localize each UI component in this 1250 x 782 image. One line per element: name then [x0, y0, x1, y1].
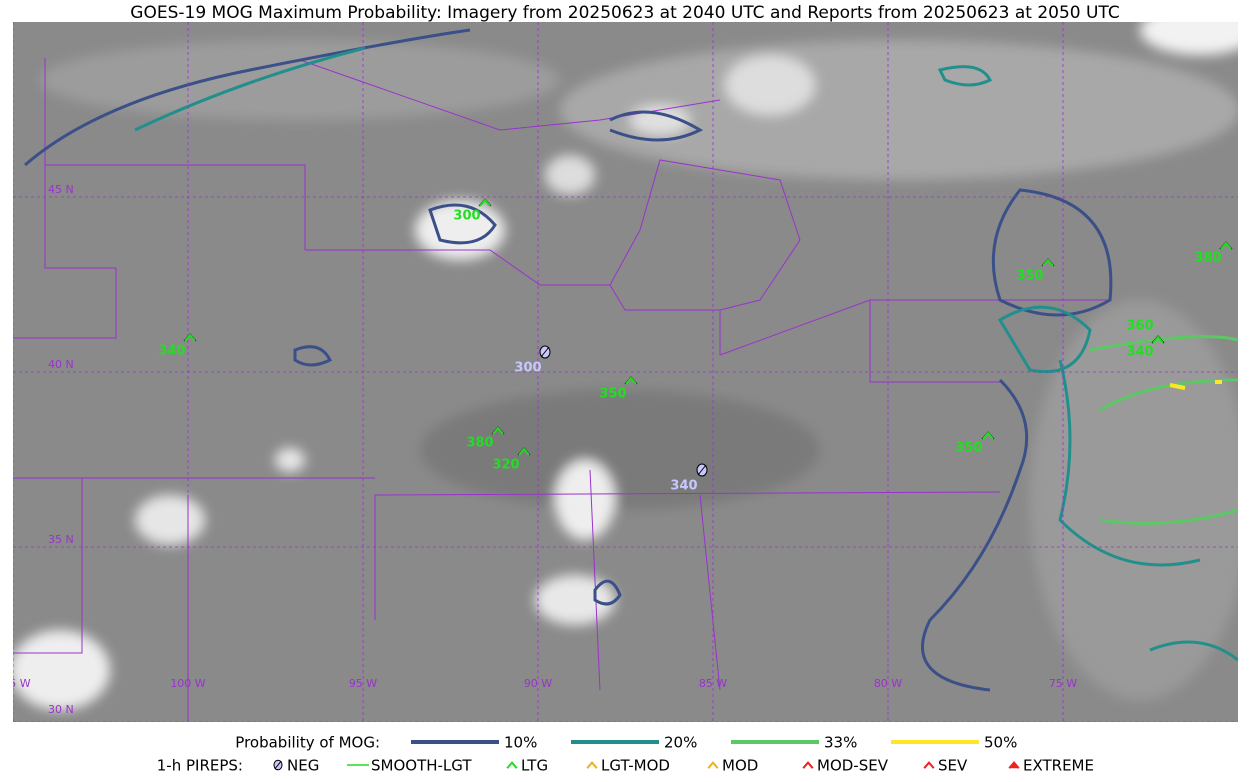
- turbulence-marker: [1008, 761, 1020, 769]
- turbulence-marker: [707, 761, 719, 769]
- legend-item: 33%: [824, 734, 857, 752]
- longitude-label: 85 W: [699, 677, 727, 690]
- pirep-altitude: 350: [955, 441, 982, 456]
- longitude-label: 90 W: [524, 677, 552, 690]
- boundaries: [13, 58, 1110, 722]
- turbulence-marker-inner: [1152, 335, 1164, 344]
- turbulence-marker-inner: [184, 333, 196, 342]
- pirep-altitude: 350: [1016, 269, 1043, 284]
- pirep-altitude: 360: [1126, 319, 1153, 334]
- turbulence-marker-inner: [479, 198, 491, 207]
- map: 45 N 40 N 35 N 30 N 105 W 100 W 95 W 90 W 85 W 80…: [0, 22, 1238, 722]
- pirep-altitude: 300: [453, 209, 480, 224]
- turbulence-marker-inner: [1042, 258, 1054, 267]
- legend-item: NEG: [287, 757, 319, 775]
- legend-item: EXTREME: [1023, 757, 1094, 775]
- turbulence-marker-inner: [492, 426, 504, 435]
- turbulence-marker-inner: [982, 431, 994, 440]
- legend-item: 20%: [664, 734, 697, 752]
- legend-item: SMOOTH-LGT: [371, 757, 472, 775]
- pirep-altitude: 340: [1126, 345, 1153, 360]
- longitude-label: 75 W: [1049, 677, 1077, 690]
- pirep-altitude: 340: [670, 479, 697, 494]
- longitude-label: 80 W: [874, 677, 902, 690]
- pirep-altitude: 320: [492, 458, 519, 473]
- pirep-altitude: 340: [158, 344, 185, 359]
- legend-item: LGT-MOD: [601, 757, 670, 775]
- pireps: 300 340 300 350 380 320 340 350 350 380 360 340: [158, 198, 1233, 494]
- pirep-altitude: 380: [466, 436, 493, 451]
- imagery: [13, 22, 1238, 710]
- contours: [24, 28, 1238, 692]
- neg-slash: [274, 760, 282, 770]
- legend-item: MOD: [722, 757, 758, 775]
- longitude-label: 95 W: [349, 677, 377, 690]
- turbulence-marker: [506, 761, 518, 769]
- neg-slash: [697, 464, 707, 476]
- turbulence-marker-inner: [518, 447, 530, 456]
- longitude-label: 105 W: [0, 677, 31, 690]
- latitude-label: 40 N: [48, 358, 74, 371]
- legend-label: Probability of MOG:: [235, 734, 380, 752]
- legend-label: 1-h PIREPS:: [157, 757, 243, 775]
- title: GOES-19 MOG Maximum Probability: Imagery…: [130, 3, 1119, 23]
- turbulence-marker: [586, 761, 598, 769]
- longitude-label: 100 W: [170, 677, 205, 690]
- legend-item: MOD-SEV: [817, 757, 889, 775]
- legend: Probability of MOG: 10% 20% 33% 50% 1-h PIREP…: [157, 734, 1094, 775]
- pirep-altitude: 300: [514, 361, 541, 376]
- legend-item: SEV: [938, 757, 968, 775]
- turbulence-marker-inner: [625, 376, 637, 385]
- pirep-altitude: 350: [599, 387, 626, 402]
- legend-item: LTG: [521, 757, 548, 775]
- legend-item: 10%: [504, 734, 537, 752]
- latitude-label: 35 N: [48, 533, 74, 546]
- turbulence-marker-inner: [1220, 241, 1232, 250]
- legend-item: 50%: [984, 734, 1017, 752]
- latitude-label: 45 N: [48, 183, 74, 196]
- turbulence-marker: [923, 761, 935, 769]
- graticule: 45 N 40 N 35 N 30 N 105 W 100 W 95 W 90 W 85 W 80…: [0, 22, 1238, 722]
- pirep-altitude: 380: [1194, 251, 1221, 266]
- neg-slash: [540, 346, 550, 358]
- latitude-label: 30 N: [48, 703, 74, 716]
- turbulence-marker: [802, 761, 814, 769]
